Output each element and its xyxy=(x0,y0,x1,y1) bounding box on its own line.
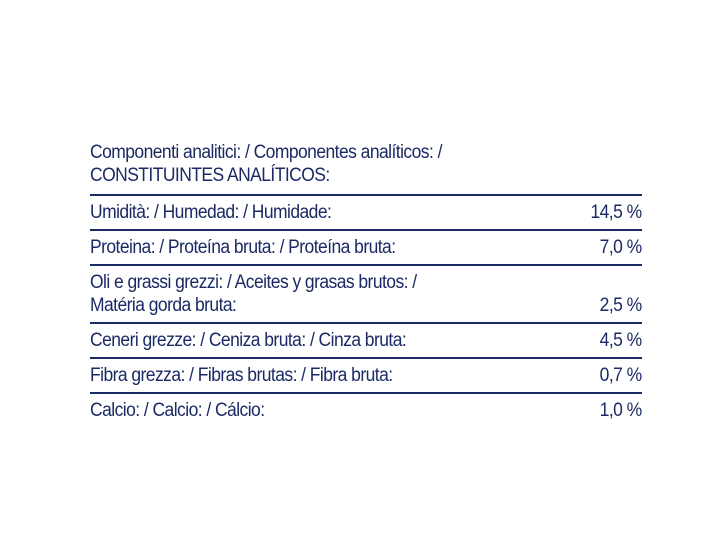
row-label: Ceneri grezze: / Ceniza bruta: / Cinza b… xyxy=(90,330,407,351)
row-label: Umidità: / Humedad: / Humidade: xyxy=(90,202,332,223)
table-row-protein: Proteina: / Proteína bruta: / Proteína b… xyxy=(90,229,643,264)
row-label: Fibra grezza: / Fibras brutas: / Fibra b… xyxy=(90,365,393,386)
row-value: 4,5 % xyxy=(600,330,642,351)
table-row-humidity: Umidità: / Humedad: / Humidade: 14,5 % xyxy=(90,194,643,229)
table-row-calcium: Calcio: / Calcio: / Cálcio: 1,0 % xyxy=(90,392,643,427)
analytical-constituents-table: Componenti analitici: / Componentes anal… xyxy=(90,141,643,427)
row-label: Oli e grassi grezzi: / Aceites y grasas … xyxy=(90,271,476,317)
row-label-line-2: Matéria gorda bruta: xyxy=(90,295,237,316)
row-value: 14,5 % xyxy=(590,202,643,223)
row-label-line-1: Oli e grassi grezzi: / Aceites y grasas … xyxy=(90,272,417,293)
heading-line-2: CONSTITUINTES ANALÍTICOS: xyxy=(90,165,330,186)
row-label: Calcio: / Calcio: / Cálcio: xyxy=(90,400,265,421)
table-row-fat: Oli e grassi grezzi: / Aceites y grasas … xyxy=(90,264,643,322)
table-heading: Componenti analitici: / Componentes anal… xyxy=(90,141,642,194)
row-value: 7,0 % xyxy=(600,237,642,258)
table-row-ash: Ceneri grezze: / Ceniza bruta: / Cinza b… xyxy=(90,322,643,357)
row-value: 0,7 % xyxy=(600,365,642,386)
row-value: 1,0 % xyxy=(600,400,642,421)
row-label: Proteina: / Proteína bruta: / Proteína b… xyxy=(90,237,396,258)
row-value: 2,5 % xyxy=(600,295,642,316)
heading-line-1: Componenti analitici: / Componentes anal… xyxy=(90,142,442,163)
table-row-fibre: Fibra grezza: / Fibras brutas: / Fibra b… xyxy=(90,357,643,392)
